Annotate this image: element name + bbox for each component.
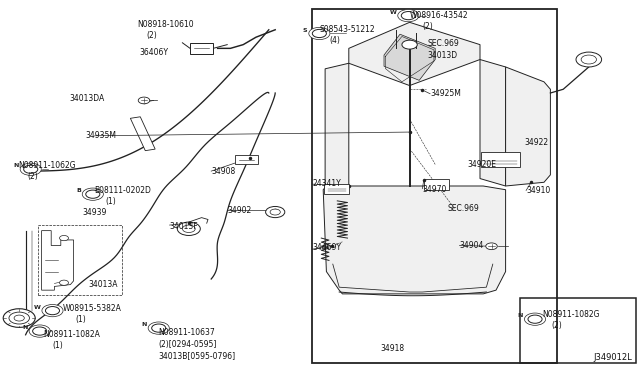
Text: 34925M: 34925M: [430, 89, 461, 98]
Circle shape: [24, 165, 38, 173]
Bar: [312, 9, 557, 363]
Circle shape: [525, 313, 545, 325]
Text: B: B: [76, 188, 81, 193]
Circle shape: [3, 309, 35, 327]
Circle shape: [9, 312, 29, 324]
Text: 34970: 34970: [422, 185, 447, 194]
Circle shape: [266, 206, 285, 218]
Circle shape: [312, 29, 326, 38]
Text: SEC.969: SEC.969: [448, 204, 480, 213]
Polygon shape: [384, 34, 435, 80]
Text: 36406Y: 36406Y: [140, 48, 168, 57]
Text: N08918-10610: N08918-10610: [138, 20, 194, 29]
Text: N: N: [13, 163, 19, 169]
Circle shape: [14, 315, 24, 321]
Text: (2): (2): [422, 22, 433, 31]
Polygon shape: [506, 67, 550, 186]
Circle shape: [177, 222, 200, 235]
Circle shape: [148, 322, 169, 334]
Bar: [190, 43, 213, 54]
Bar: [481, 152, 520, 167]
Text: 34922: 34922: [525, 138, 549, 147]
Text: 34902: 34902: [227, 206, 252, 215]
Circle shape: [398, 10, 419, 22]
Circle shape: [86, 190, 100, 198]
Circle shape: [581, 55, 596, 64]
Text: 34935M: 34935M: [86, 131, 116, 140]
Text: N08911-1082A: N08911-1082A: [44, 330, 100, 339]
Circle shape: [401, 12, 415, 20]
Text: N08911-1062G: N08911-1062G: [18, 161, 76, 170]
Text: (4): (4): [329, 36, 340, 45]
Text: J349012L: J349012L: [593, 353, 632, 362]
Text: 34013A: 34013A: [88, 280, 118, 289]
Text: 34013F: 34013F: [170, 222, 198, 231]
Circle shape: [20, 163, 41, 175]
Text: 34013D: 34013D: [428, 51, 458, 60]
Text: N: N: [22, 325, 28, 330]
Text: W08916-43542: W08916-43542: [410, 11, 468, 20]
Text: 34918: 34918: [380, 344, 404, 353]
Circle shape: [60, 280, 68, 285]
Circle shape: [29, 325, 51, 337]
Circle shape: [152, 324, 166, 332]
Bar: [131, 117, 155, 151]
Circle shape: [576, 52, 602, 67]
Text: 34910: 34910: [526, 186, 550, 195]
Text: 34904: 34904: [460, 241, 484, 250]
Bar: [38, 225, 122, 295]
Polygon shape: [42, 231, 74, 290]
Text: W: W: [390, 10, 397, 15]
Text: 34013DA: 34013DA: [69, 94, 104, 103]
Text: (2): (2): [146, 31, 157, 40]
Bar: [520, 298, 636, 363]
Circle shape: [60, 235, 68, 241]
Text: (1): (1): [76, 315, 86, 324]
Circle shape: [82, 188, 104, 200]
Text: S: S: [303, 28, 307, 33]
Polygon shape: [323, 186, 506, 294]
Circle shape: [486, 243, 497, 250]
Bar: [235, 155, 258, 164]
Text: (1): (1): [52, 341, 63, 350]
Bar: [324, 184, 349, 194]
Text: W: W: [34, 305, 41, 310]
Bar: [424, 179, 449, 190]
Text: N: N: [141, 322, 147, 327]
Text: S08543-51212: S08543-51212: [320, 25, 376, 34]
Text: (1): (1): [106, 197, 116, 206]
Polygon shape: [325, 63, 349, 192]
Text: N08911-10637: N08911-10637: [159, 328, 216, 337]
Circle shape: [309, 27, 330, 39]
Circle shape: [42, 304, 63, 317]
Text: 34908: 34908: [211, 167, 236, 176]
Text: (2): (2): [552, 321, 563, 330]
Text: 34939: 34939: [82, 208, 106, 217]
Circle shape: [138, 97, 150, 104]
Circle shape: [182, 225, 195, 232]
Text: 34013B[0595-0796]: 34013B[0595-0796]: [159, 351, 236, 360]
Text: (2)[0294-0595]: (2)[0294-0595]: [159, 340, 217, 349]
Circle shape: [270, 209, 280, 215]
Text: SEC.969: SEC.969: [428, 39, 460, 48]
Text: 34920E: 34920E: [467, 160, 496, 169]
Circle shape: [402, 40, 417, 49]
Circle shape: [528, 315, 542, 323]
Text: N: N: [518, 313, 524, 318]
Text: W08915-5382A: W08915-5382A: [63, 304, 122, 313]
Circle shape: [45, 307, 60, 315]
Text: N08911-1082G: N08911-1082G: [543, 310, 600, 319]
Text: B08111-0202D: B08111-0202D: [95, 186, 152, 195]
Polygon shape: [480, 60, 506, 186]
Text: 24341Y: 24341Y: [312, 179, 341, 187]
Text: 34469Y: 34469Y: [312, 243, 341, 251]
Circle shape: [33, 327, 47, 335]
Polygon shape: [349, 22, 480, 86]
Text: (2): (2): [27, 172, 38, 181]
